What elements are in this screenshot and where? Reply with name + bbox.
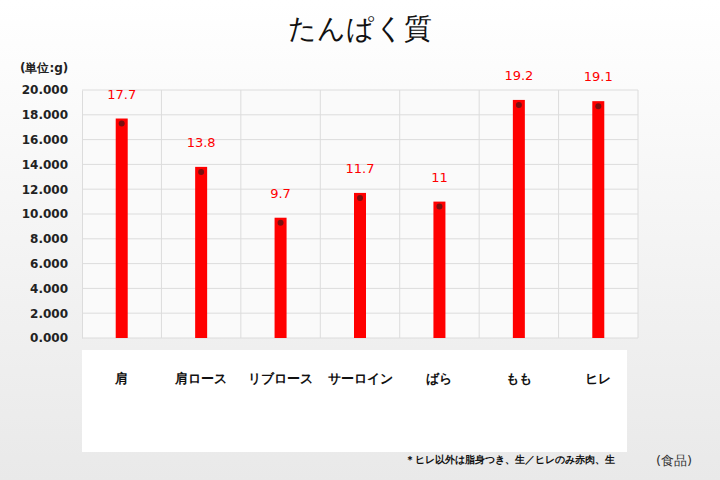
title: たんぱく質 <box>288 12 432 45</box>
grid-line-vertical <box>320 90 321 338</box>
tick-label: ばら <box>426 371 452 386</box>
data-label: 11.7 <box>346 161 375 176</box>
grid <box>82 90 638 338</box>
data-label: 17.7 <box>107 87 136 102</box>
tick-label: 10.000 <box>22 207 68 221</box>
tick-label: 8.000 <box>30 232 68 246</box>
tick: 4.000 <box>30 282 82 296</box>
data-labels: 17.7 13.8 9.7 11.7 11 19.2 19.1 <box>107 68 613 201</box>
bar <box>433 202 445 338</box>
grid-line-vertical <box>240 90 241 338</box>
bar <box>195 167 207 338</box>
tick-label: もも <box>506 371 532 386</box>
marker <box>595 103 601 109</box>
tick: 18.000 <box>22 108 82 122</box>
axis-line <box>82 91 83 339</box>
tick: 16.000 <box>22 133 82 147</box>
label-box <box>82 350 627 452</box>
grid-line-vertical <box>558 90 559 338</box>
grid-line-vertical <box>638 90 639 338</box>
tick: 2.000 <box>30 307 82 321</box>
grid-line-vertical <box>399 90 400 338</box>
tick-label: 2.000 <box>30 307 68 321</box>
tick-label: 18.000 <box>22 108 68 122</box>
tick-label: サーロイン <box>328 371 393 386</box>
data-label: 11 <box>431 170 448 185</box>
tick-label: ヒレ <box>585 371 611 386</box>
marker <box>119 121 125 127</box>
bar <box>116 119 128 338</box>
axis-title: (単位:g) <box>20 61 68 75</box>
y-axis: 0.000 2.000 4.000 6.000 8.000 10.000 12.000 14.… <box>22 83 83 345</box>
tick-label: 6.000 <box>30 257 68 271</box>
bar <box>354 193 366 338</box>
plot-area <box>82 90 638 338</box>
data-label: 19.2 <box>504 68 533 83</box>
tick-label: 20.000 <box>22 83 68 97</box>
tick: 12.000 <box>22 183 82 197</box>
marker <box>278 220 284 226</box>
grid-line <box>82 189 638 190</box>
data-label: 9.7 <box>270 186 291 201</box>
tick: 8.000 <box>30 232 82 246</box>
tick: 20.000 <box>22 83 82 97</box>
tick-label: 16.000 <box>22 133 68 147</box>
tick-label: 4.000 <box>30 282 68 296</box>
grid-line-vertical <box>479 90 480 338</box>
x-axis: 肩 肩ロース リブロースサーロイン ばら もも ヒレ <box>114 371 611 386</box>
tick-label: 肩ロース <box>174 371 227 386</box>
tick: 0.000 <box>30 331 82 345</box>
marker <box>436 204 442 210</box>
tick-label: 肩 <box>114 371 128 386</box>
data-label: 13.8 <box>187 135 216 150</box>
note: ＊ヒレ以外は脂身つき、生／ヒレのみ赤肉、生 <box>405 454 615 466</box>
marker <box>198 169 204 175</box>
bar <box>592 101 604 338</box>
marker <box>357 195 363 201</box>
bar <box>513 100 525 338</box>
tick-label: リブロース <box>248 371 313 386</box>
grid-line <box>82 139 638 140</box>
tick: 6.000 <box>30 257 82 271</box>
grid-line-vertical <box>161 90 162 338</box>
tick-label: 12.000 <box>22 183 68 197</box>
bar <box>275 218 287 338</box>
tick: 10.000 <box>22 207 82 221</box>
tick-label: 0.000 <box>30 331 68 345</box>
tick-label: 14.000 <box>22 158 68 172</box>
bars <box>116 100 605 338</box>
grid-line <box>82 90 638 91</box>
axis-title: (食品) <box>656 453 692 468</box>
grid-line <box>82 114 638 115</box>
marker <box>516 102 522 108</box>
chart: 0.000 2.000 4.000 6.000 8.000 10.000 12.000 14.… <box>0 0 720 480</box>
data-label: 19.1 <box>584 69 613 84</box>
tick: 14.000 <box>22 158 82 172</box>
